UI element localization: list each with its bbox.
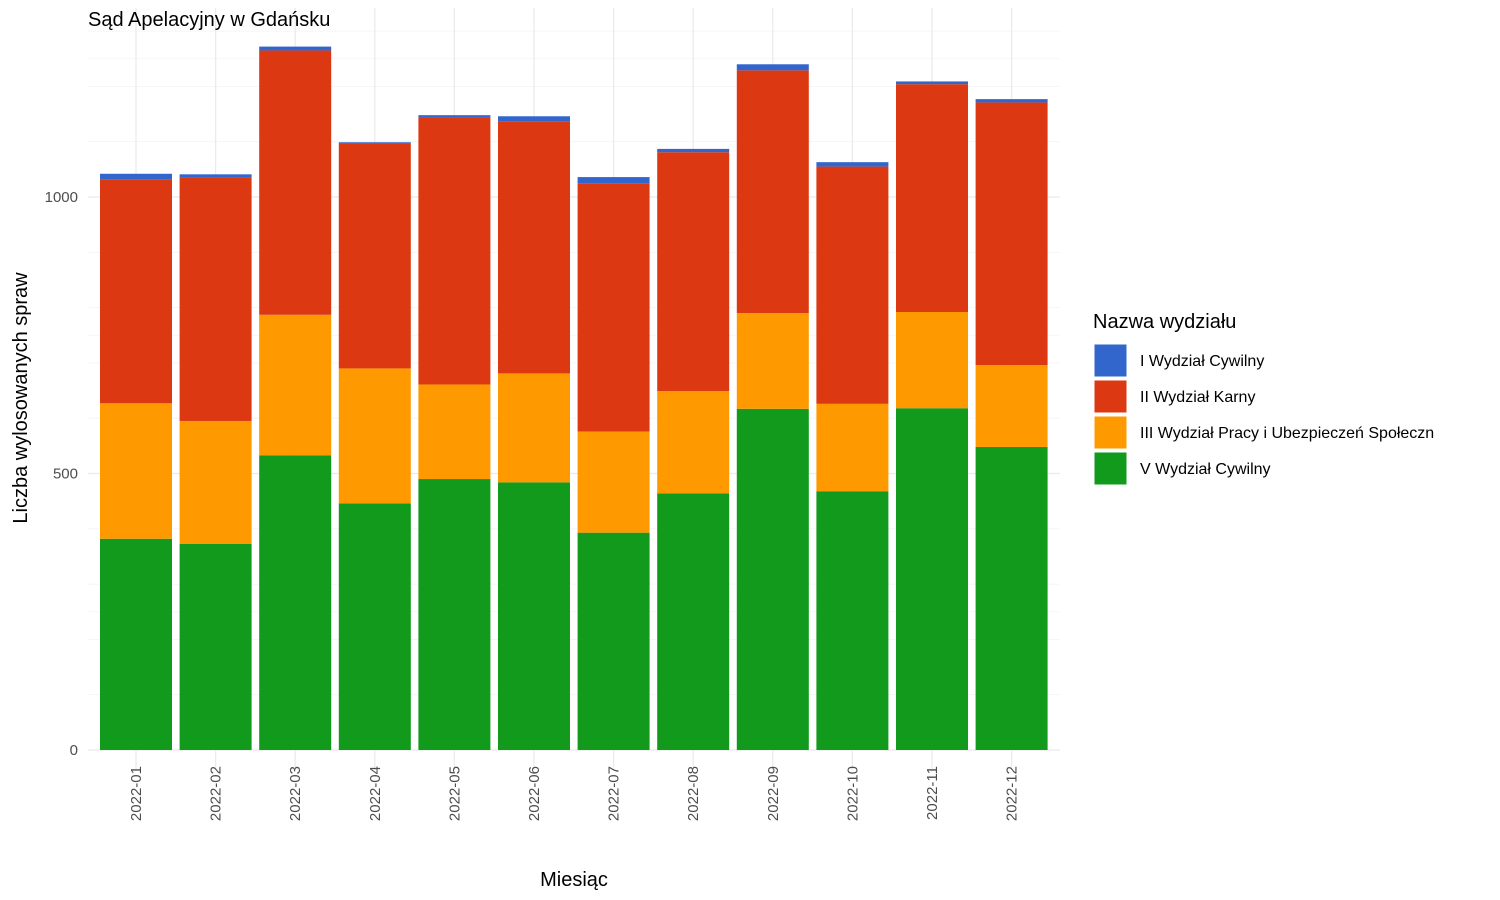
bar-segment [975,102,1048,366]
bar-segment [259,46,332,51]
bar-segment [896,312,968,409]
bar-segment [418,384,491,480]
x-tick-label: 2022-10 [844,766,861,821]
bar-segment [498,116,570,122]
bar-segment [259,314,332,456]
x-tick-label: 2022-07 [606,766,623,821]
y-axis-title: Liczba wylosowanych spraw [10,272,32,524]
bars [100,46,1048,750]
bar-segment [736,64,809,71]
bar-segment [418,117,491,385]
bar-segment [975,365,1048,447]
y-tick-label: 0 [70,742,78,759]
bar-segment [657,148,730,153]
bar-segment [896,84,968,313]
bar-segment [179,420,252,544]
x-axis-title: Miesiąc [540,869,608,891]
bar-segment [657,152,730,392]
bar-segment [498,121,570,374]
bar-segment [100,179,172,404]
x-tick-label: 2022-03 [287,766,304,821]
bar-segment [338,143,411,369]
bar-segment [975,99,1048,103]
bar-segment [975,446,1048,750]
legend-key [1093,343,1128,378]
bar-segment [418,479,491,750]
legend-key [1093,379,1128,414]
x-tick-label: 2022-05 [446,766,463,821]
bar-segment [577,532,650,750]
bar-segment [179,174,252,178]
bar-segment [577,431,650,533]
bar-segment [657,391,730,494]
legend-key [1093,415,1128,450]
x-axis-tick-labels: 2022-01 2022-02 2022-03 2022-04 2022-05 2022-… [128,766,1021,821]
bar-segment [179,543,252,750]
bar-segment [736,70,809,314]
y-tick-label: 1000 [45,189,78,206]
x-tick-label: 2022-04 [367,766,384,821]
x-tick-label: 2022-12 [1004,766,1021,821]
legend-label: III Wydział Pracy i Ubezpieczeń Społeczn [1140,425,1434,442]
chart-title: Sąd Apelacyjny w Gdańsku [88,9,330,31]
bar-segment [736,313,809,409]
legend: Nazwa wydziału I Wydział Cywilny II Wydzi… [1093,311,1434,486]
x-tick-label: 2022-08 [685,766,702,821]
bar-segment [577,177,650,184]
bar-segment [179,177,252,421]
bar-segment [498,373,570,483]
bar-segment [577,183,650,432]
legend-key [1093,451,1128,486]
x-tick-label: 2022-11 [924,766,941,820]
legend-label: V Wydział Cywilny [1140,461,1271,478]
legend-label: II Wydział Karny [1140,389,1255,406]
bar-segment [816,162,889,167]
bar-segment [259,455,332,750]
bar-segment [100,538,172,750]
bar-segment [816,166,889,404]
bar-segment [816,403,889,492]
bar-segment [896,81,968,85]
bar-segment [259,50,332,315]
x-tick-label: 2022-02 [208,766,225,821]
x-tick-label: 2022-09 [765,766,782,821]
x-tick-label: 2022-01 [128,766,145,821]
y-tick-label: 500 [53,466,78,483]
bar-segment [816,491,889,750]
y-axis-tick-labels: 0 500 1000 [45,189,78,759]
legend-label: I Wydział Cywilny [1140,353,1264,370]
bar-segment [418,115,491,118]
bar-segment [338,368,411,504]
bar-segment [736,408,809,750]
x-tick-label: 2022-06 [526,766,543,821]
bar-segment [896,408,968,750]
legend-title: Nazwa wydziału [1093,311,1236,333]
bar-segment [100,173,172,180]
bar-segment [338,503,411,750]
bar-segment [338,142,411,144]
bar-segment [657,493,730,750]
bar-segment [498,482,570,750]
bar-segment [100,403,172,539]
